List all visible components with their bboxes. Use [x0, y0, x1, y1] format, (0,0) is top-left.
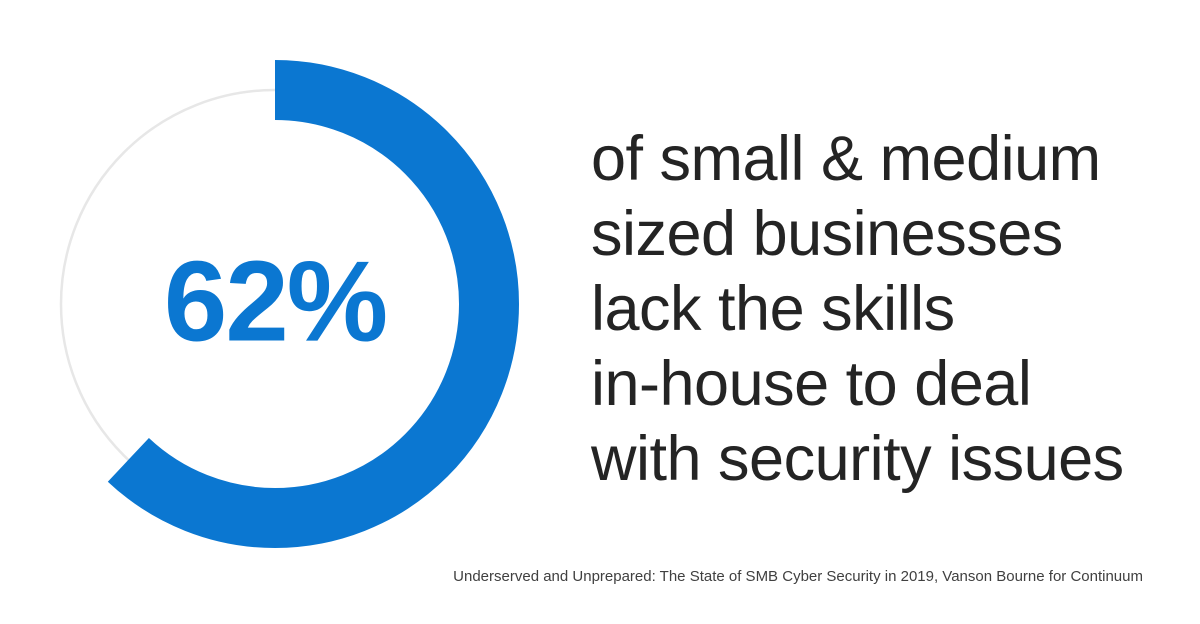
headline-line-1: of small & medium: [591, 124, 1101, 194]
headline-line-3: lack the skills: [591, 274, 955, 344]
headline-line-5: with security issues: [591, 424, 1124, 494]
headline-line-4: in-house to deal: [591, 349, 1032, 419]
stat-percentage: 62%: [163, 238, 388, 366]
headline-line-2: sized businesses: [591, 199, 1063, 269]
headline-text: of small & medium sized businesses lack …: [591, 122, 1124, 497]
source-citation: Underserved and Unprepared: The State of…: [453, 568, 1143, 585]
